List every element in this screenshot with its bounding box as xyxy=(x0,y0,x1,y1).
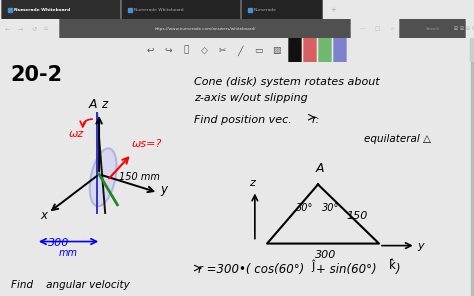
Text: x: x xyxy=(40,209,47,222)
Text: y: y xyxy=(418,241,424,251)
Text: ▭: ▭ xyxy=(254,46,262,55)
Text: 30°: 30° xyxy=(322,203,339,213)
Text: k̂: k̂ xyxy=(389,259,396,272)
Text: ⌂: ⌂ xyxy=(44,26,48,31)
Text: A: A xyxy=(89,98,97,111)
Text: ✂: ✂ xyxy=(218,46,226,55)
Text: 30°: 30° xyxy=(296,203,313,213)
Circle shape xyxy=(304,0,316,192)
Text: + sin(60°): + sin(60°) xyxy=(316,263,376,276)
Text: https://www.numerade.com/answers/whiteboard/: https://www.numerade.com/answers/whitebo… xyxy=(155,27,255,31)
Circle shape xyxy=(334,0,346,192)
Text: ↺: ↺ xyxy=(31,26,36,31)
Text: ⊞: ⊞ xyxy=(466,26,470,31)
Text: z: z xyxy=(249,178,255,189)
Text: ⊞: ⊞ xyxy=(454,26,458,31)
Text: Numerade Whiteboard: Numerade Whiteboard xyxy=(134,8,183,12)
FancyBboxPatch shape xyxy=(400,12,465,46)
FancyBboxPatch shape xyxy=(121,0,240,27)
Text: ĵ: ĵ xyxy=(311,259,314,272)
Text: ⊞: ⊞ xyxy=(472,26,474,31)
Text: 150: 150 xyxy=(346,211,368,221)
Text: +: + xyxy=(330,7,336,13)
Text: A: A xyxy=(316,162,324,175)
Text: equilateral △: equilateral △ xyxy=(364,134,431,144)
Text: ⌖: ⌖ xyxy=(183,46,189,55)
Text: 150 mm: 150 mm xyxy=(119,172,160,182)
Text: ◇: ◇ xyxy=(201,46,208,55)
Text: ⊞: ⊞ xyxy=(460,26,464,31)
Text: 20-2: 20-2 xyxy=(10,65,63,84)
Text: →: → xyxy=(18,26,23,31)
Text: ωz: ωz xyxy=(69,128,84,139)
Text: ╱: ╱ xyxy=(237,45,243,56)
Text: ↩: ↩ xyxy=(146,46,154,55)
Text: Search: Search xyxy=(426,27,440,31)
Text: Cone (disk) system rotates about: Cone (disk) system rotates about xyxy=(194,77,379,87)
Text: ωs=?: ωs=? xyxy=(132,139,162,149)
Text: mm: mm xyxy=(58,248,77,258)
Text: —: — xyxy=(360,26,365,31)
Text: 300: 300 xyxy=(48,238,70,247)
Text: z: z xyxy=(101,98,107,111)
FancyBboxPatch shape xyxy=(1,0,120,27)
Ellipse shape xyxy=(90,148,117,206)
Text: Numerade: Numerade xyxy=(254,8,277,12)
Text: ▨: ▨ xyxy=(272,46,280,55)
Text: z-axis w/out slipping: z-axis w/out slipping xyxy=(194,93,308,103)
Text: 300: 300 xyxy=(315,250,336,260)
Text: □: □ xyxy=(375,26,380,31)
Text: y: y xyxy=(160,183,167,196)
Text: ): ) xyxy=(395,263,400,276)
FancyBboxPatch shape xyxy=(241,0,322,27)
Text: ←: ← xyxy=(5,26,10,31)
Text: Find    angular velocity: Find angular velocity xyxy=(10,280,129,290)
Text: ☆: ☆ xyxy=(390,26,395,31)
Text: ↪: ↪ xyxy=(164,46,172,55)
Circle shape xyxy=(319,0,331,192)
Text: Numerade Whiteboard: Numerade Whiteboard xyxy=(14,8,70,12)
Text: Find position vec.: Find position vec. xyxy=(194,115,295,125)
Bar xyxy=(470,38,474,62)
Bar xyxy=(471,62,474,296)
Text: r =300•( cos(60°): r =300•( cos(60°) xyxy=(198,263,304,276)
Circle shape xyxy=(289,0,301,192)
Text: r:: r: xyxy=(312,115,320,125)
FancyBboxPatch shape xyxy=(60,12,350,46)
